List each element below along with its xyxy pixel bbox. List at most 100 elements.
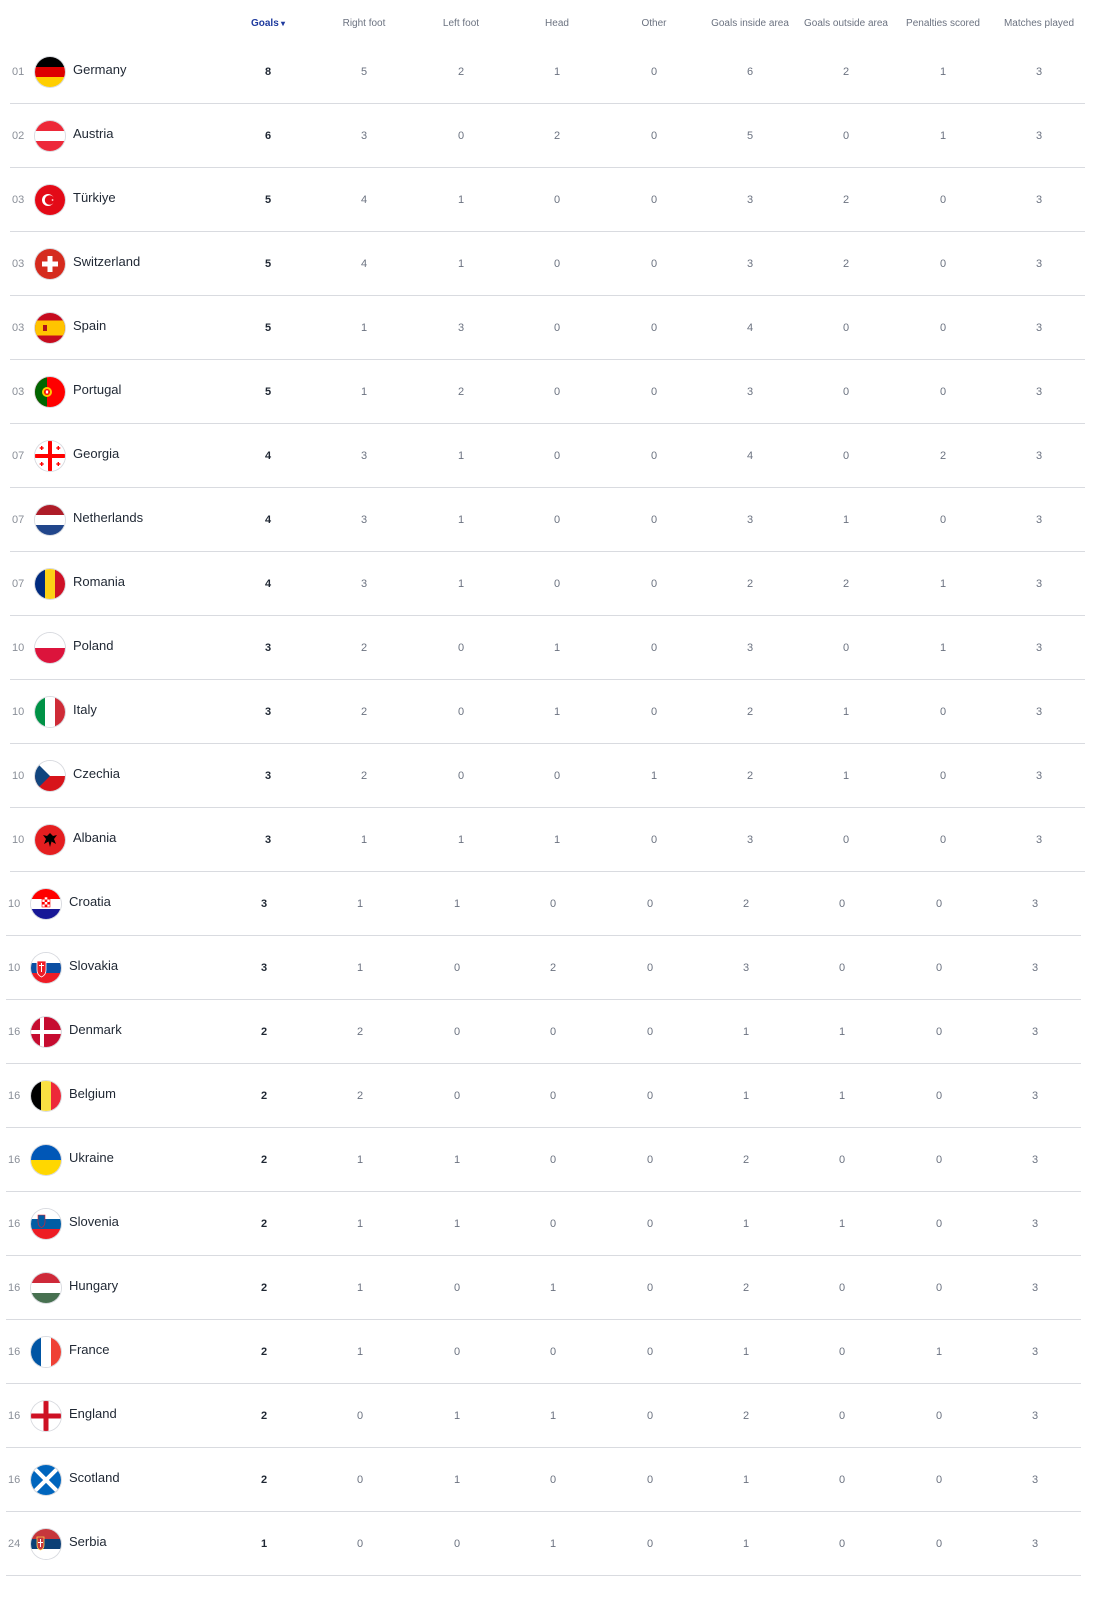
team-name[interactable]: Türkiye: [73, 190, 116, 205]
team-name[interactable]: Croatia: [69, 894, 111, 909]
team-name[interactable]: Scotland: [69, 1470, 120, 1485]
team-name[interactable]: Spain: [73, 318, 107, 333]
cell-other: 0: [650, 386, 658, 398]
cell-inside: 1: [742, 1538, 750, 1550]
table-row[interactable]: 01 Germany 8 5 2 1 0 6 2 1 3: [0, 40, 1097, 104]
cell-penalties: 0: [935, 1026, 943, 1038]
cell-head: 0: [549, 1346, 557, 1358]
rank: 03: [12, 194, 25, 206]
table-row[interactable]: 10 Slovakia 3 1 0 2 0 3 0 0 3: [0, 936, 1097, 1000]
cell-head: 0: [549, 1154, 557, 1166]
table-row[interactable]: 03 Spain 5 1 3 0 0 4 0 0 3: [0, 296, 1097, 360]
cell-right-foot: 3: [360, 578, 368, 590]
team-name[interactable]: Georgia: [73, 446, 120, 461]
croatia-flag-icon: [31, 889, 61, 919]
cell-left-foot: 0: [457, 130, 465, 142]
table-row[interactable]: 16 Ukraine 2 1 1 0 0 2 0 0 3: [0, 1128, 1097, 1192]
cell-left-foot: 0: [453, 1026, 461, 1038]
team-name[interactable]: Germany: [73, 62, 127, 77]
table-row[interactable]: 03 Switzerland 5 4 1 0 0 3 2 0 3: [0, 232, 1097, 296]
table-row[interactable]: 16 Belgium 2 2 0 0 0 1 1 0 3: [0, 1064, 1097, 1128]
team-name[interactable]: Slovakia: [69, 958, 119, 973]
cell-inside: 3: [746, 386, 754, 398]
table-row[interactable]: 16 Slovenia 2 1 1 0 0 1 1 0 3: [0, 1192, 1097, 1256]
team-name[interactable]: Italy: [73, 702, 97, 717]
cell-penalties: 0: [935, 1154, 943, 1166]
cell-matches: 3: [1031, 1538, 1039, 1550]
cell-outside: 0: [842, 450, 850, 462]
team-name[interactable]: Serbia: [69, 1534, 107, 1549]
cell-matches: 3: [1035, 578, 1043, 590]
table-row[interactable]: 16 England 2 0 1 1 0 2 0 0 3: [0, 1384, 1097, 1448]
table-row[interactable]: 07 Romania 4 3 1 0 0 2 2 1 3: [0, 552, 1097, 616]
team-name[interactable]: Hungary: [69, 1278, 119, 1293]
table-row[interactable]: 10 Italy 3 2 0 1 0 2 1 0 3: [0, 680, 1097, 744]
header-head[interactable]: Head: [545, 18, 569, 29]
cell-goals: 5: [264, 258, 272, 270]
cell-outside: 0: [838, 1474, 846, 1486]
cell-other: 0: [650, 130, 658, 142]
team-name[interactable]: Belgium: [69, 1086, 116, 1101]
cell-matches: 3: [1031, 1154, 1039, 1166]
cell-other: 0: [650, 578, 658, 590]
france-flag-icon: [31, 1337, 61, 1367]
header-left-foot[interactable]: Left foot: [442, 18, 480, 29]
cell-matches: 3: [1035, 450, 1043, 462]
cell-right-foot: 1: [360, 322, 368, 334]
team-name[interactable]: Portugal: [73, 382, 122, 397]
table-row[interactable]: 16 Scotland 2 0 1 0 0 1 0 0 3: [0, 1448, 1097, 1512]
table-row[interactable]: 16 Denmark 2 2 0 0 0 1 1 0 3: [0, 1000, 1097, 1064]
table-row[interactable]: 16 Hungary 2 1 0 1 0 2 0 0 3: [0, 1256, 1097, 1320]
cell-outside: 1: [842, 706, 850, 718]
albania-flag-icon: [35, 825, 65, 855]
table-row[interactable]: 10 Czechia 3 2 0 0 1 2 1 0 3: [0, 744, 1097, 808]
cell-left-foot: 1: [457, 834, 465, 846]
cell-penalties: 0: [939, 706, 947, 718]
team-name[interactable]: Denmark: [69, 1022, 122, 1037]
table-row[interactable]: 03 Portugal 5 1 2 0 0 3 0 0 3: [0, 360, 1097, 424]
team-name[interactable]: Austria: [73, 126, 114, 141]
table-row[interactable]: 10 Albania 3 1 1 1 0 3 0 0 3: [0, 808, 1097, 872]
header-matches[interactable]: Matches played: [1003, 18, 1075, 29]
team-name[interactable]: Romania: [73, 574, 126, 589]
team-name[interactable]: Ukraine: [69, 1150, 114, 1165]
team-name[interactable]: Albania: [73, 830, 117, 845]
cell-inside: 2: [742, 1282, 750, 1294]
team-name[interactable]: Poland: [73, 638, 114, 653]
table-row[interactable]: 24 Serbia 1 0 0 1 0 1 0 0 3: [0, 1512, 1097, 1576]
cell-right-foot: 0: [356, 1538, 364, 1550]
cell-matches: 3: [1035, 770, 1043, 782]
team-name[interactable]: Switzerland: [73, 254, 141, 269]
header-other[interactable]: Other: [641, 18, 667, 29]
team-stats-table: 01 Germany 8 5 2 1 0 6 2 1 3 02 Austria 6 3 0 2 0 5 0 1 3 03 Tü…: [0, 40, 1097, 1576]
cell-other: 0: [646, 1282, 654, 1294]
cell-inside: 3: [742, 962, 750, 974]
table-row[interactable]: 16 France 2 1 0 0 0 1 0 1 3: [0, 1320, 1097, 1384]
team-name[interactable]: France: [69, 1342, 110, 1357]
rank: 01: [12, 66, 25, 78]
team-name[interactable]: England: [69, 1406, 117, 1421]
table-row[interactable]: 02 Austria 6 3 0 2 0 5 0 1 3: [0, 104, 1097, 168]
cell-goals: 5: [264, 386, 272, 398]
table-row[interactable]: 07 Netherlands 4 3 1 0 0 3 1 0 3: [0, 488, 1097, 552]
cell-inside: 3: [746, 514, 754, 526]
header-inside[interactable]: Goals inside area: [711, 18, 789, 29]
header-penalties[interactable]: Penalties scored: [906, 18, 980, 29]
cell-right-foot: 1: [356, 1346, 364, 1358]
cell-matches: 3: [1035, 66, 1043, 78]
table-row[interactable]: 10 Croatia 3 1 1 0 0 2 0 0 3: [0, 872, 1097, 936]
header-outside[interactable]: Goals outside area: [804, 18, 888, 29]
table-row[interactable]: 03 Türkiye 5 4 1 0 0 3 2 0 3: [0, 168, 1097, 232]
team-name[interactable]: Czechia: [73, 766, 120, 781]
header-right-foot[interactable]: Right foot: [342, 18, 386, 29]
cell-goals: 3: [264, 770, 272, 782]
team-name[interactable]: Slovenia: [69, 1214, 119, 1229]
cell-head: 0: [553, 258, 561, 270]
table-row[interactable]: 07 Georgia 4 3 1 0 0 4 0 2 3: [0, 424, 1097, 488]
cell-goals: 2: [260, 1218, 268, 1230]
czechia-flag-icon: [35, 761, 65, 791]
header-goals[interactable]: Goals: [213, 12, 323, 36]
table-row[interactable]: 10 Poland 3 2 0 1 0 3 0 1 3: [0, 616, 1097, 680]
team-name[interactable]: Netherlands: [73, 510, 144, 525]
cell-head: 1: [553, 834, 561, 846]
